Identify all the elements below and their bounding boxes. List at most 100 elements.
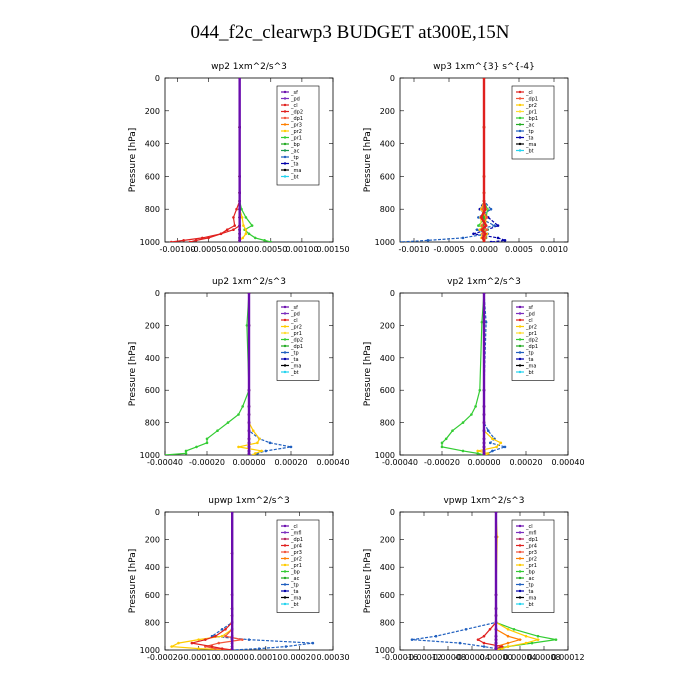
data-point	[464, 628, 468, 631]
legend-label: _cl	[525, 90, 533, 96]
legend-marker	[283, 576, 287, 580]
y-tick-label: 1000	[375, 451, 395, 460]
data-point	[264, 449, 268, 453]
legend-label: _cl	[290, 318, 298, 324]
legend-marker	[518, 524, 522, 528]
legend-label: _ac	[525, 576, 535, 582]
data-point	[500, 645, 504, 648]
legend-marker	[283, 596, 287, 599]
x-tick-label: -0.0005	[434, 245, 465, 254]
legend-label: _dp1	[290, 344, 303, 350]
panels: wp2 1xm^2/s^3 Pressure [hPa] 0 200 400 600 800…	[128, 62, 585, 662]
data-point	[491, 449, 494, 453]
legend-marker	[283, 524, 287, 528]
data-point	[518, 638, 522, 641]
data-point	[188, 240, 192, 242]
data-point	[244, 216, 248, 219]
legend-label: _tp	[525, 129, 534, 135]
legend-label: _pr3	[290, 550, 302, 556]
series-group	[400, 78, 507, 242]
data-point	[245, 324, 249, 327]
legend-label: _pr1	[525, 563, 537, 569]
legend-marker	[283, 583, 287, 586]
data-point	[481, 232, 484, 236]
data-point	[506, 628, 510, 631]
y-tick-label: 800	[145, 419, 160, 428]
y-tick-label: 1000	[140, 238, 160, 247]
x-tick-label: 0.00040	[551, 458, 584, 467]
legend-label: _pr3	[525, 550, 537, 556]
data-point	[458, 641, 462, 645]
legend-label: _pr2	[525, 556, 537, 562]
data-point	[503, 239, 507, 242]
x-tick-label: -0.0010	[399, 245, 430, 254]
data-point	[491, 437, 494, 441]
legend-label: _pr2	[290, 556, 302, 562]
panel-title: wp3 1xm^{3} s^{-4}	[433, 62, 535, 72]
legend-marker	[283, 544, 287, 547]
legend-marker	[283, 531, 287, 534]
data-point	[190, 641, 194, 645]
data-point	[220, 647, 224, 650]
data-point	[224, 628, 227, 631]
data-point	[165, 453, 167, 455]
data-point	[260, 449, 263, 453]
data-point	[311, 641, 315, 645]
y-axis-label: Pressure [hPa]	[363, 549, 373, 614]
legend-marker	[283, 325, 287, 328]
y-tick-label: 400	[380, 563, 395, 572]
data-point	[232, 228, 235, 231]
y-tick-label: 400	[145, 563, 160, 572]
x-tick-label: -0.00100	[159, 245, 195, 254]
data-point	[476, 449, 480, 453]
data-point	[251, 453, 255, 455]
data-point	[482, 634, 486, 638]
series-line-emphasis	[479, 78, 488, 242]
legend-marker	[518, 312, 522, 315]
data-point	[169, 240, 173, 242]
y-tick-label: 400	[380, 140, 395, 149]
legend-label: _ta	[290, 357, 299, 363]
data-point	[506, 645, 510, 648]
series-line-cl	[171, 78, 241, 242]
x-tick-label: 0.00010	[249, 653, 282, 662]
data-point	[269, 240, 273, 242]
data-point	[476, 638, 480, 641]
legend-marker	[283, 602, 287, 606]
data-point	[444, 437, 448, 441]
legend-marker	[518, 149, 522, 152]
y-tick-label: 600	[145, 591, 160, 600]
legend-marker	[518, 344, 522, 348]
legend-marker	[283, 351, 287, 354]
legend-label: _bp	[290, 142, 300, 148]
legend-marker	[283, 557, 287, 560]
legend-marker	[283, 123, 287, 126]
panel-wp3: wp3 1xm^{3} s^{-4} Pressure [hPa] 0 200 400 6…	[363, 62, 569, 254]
legend: _cl_mfl_dp1_pr4_pr3_pr2_pr1_bp_ac_tp_ta_…	[511, 519, 555, 613]
data-point	[488, 628, 492, 631]
legend-label: _ac	[525, 122, 535, 128]
x-tick-label: 0.0000	[470, 245, 498, 254]
legend-marker	[283, 168, 287, 172]
plot-frame	[164, 511, 334, 651]
data-point	[536, 634, 540, 638]
x-tick-label: -0.00040	[382, 458, 418, 467]
data-point	[244, 228, 248, 231]
data-point	[251, 429, 255, 433]
legend: _cl_mfl_dp1_pr4_pr3_pr2_pr1_bp_ac_tp_ta_…	[276, 519, 320, 613]
legend-label: _dp1	[290, 116, 303, 122]
legend-marker	[518, 351, 522, 354]
y-tick-label: 400	[380, 354, 395, 363]
data-point	[220, 628, 224, 631]
data-point	[481, 207, 484, 211]
panel-title: vpwp 1xm^2/s^3	[443, 496, 524, 506]
data-point	[184, 449, 188, 453]
legend-label: _pr1	[525, 331, 537, 337]
legend-label: _ma	[525, 595, 536, 601]
y-tick-label: 600	[380, 172, 395, 181]
data-point	[240, 638, 244, 641]
data-point	[182, 239, 185, 242]
data-point	[461, 421, 465, 424]
data-point	[205, 437, 209, 441]
data-point	[512, 628, 516, 631]
